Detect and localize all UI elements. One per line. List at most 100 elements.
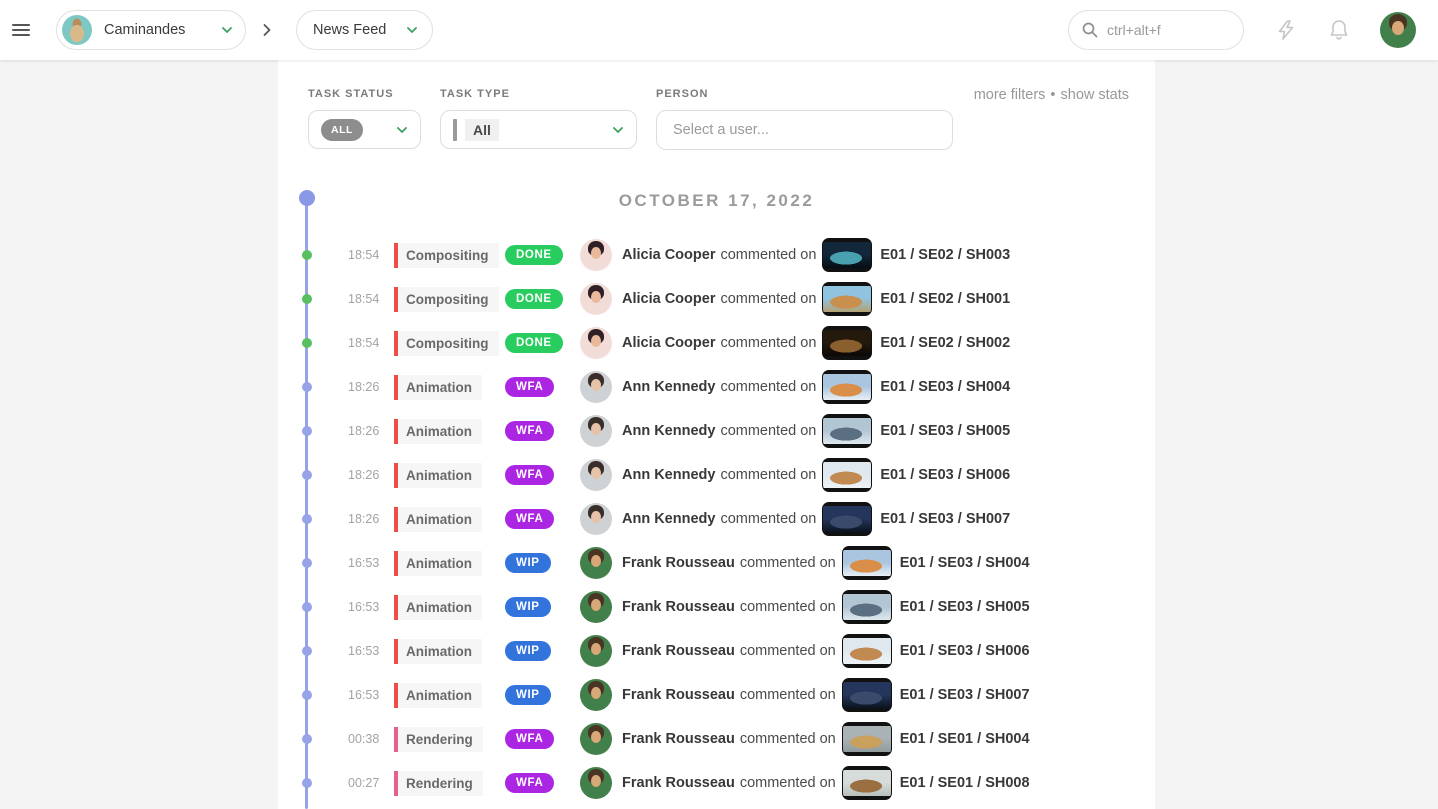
task-type-chip: Animation (394, 594, 482, 620)
entry-time: 18:54 (348, 292, 380, 306)
task-status-value: ALL (321, 118, 363, 141)
task-type-chip: Rendering (394, 770, 483, 796)
menu-icon[interactable] (12, 17, 38, 43)
task-status-label: TASK STATUS (308, 88, 394, 100)
show-stats-link[interactable]: show stats (1060, 87, 1130, 103)
task-type-chip: Animation (394, 550, 482, 576)
news-feed-entry[interactable]: 16:53 Animation WIP Frank Rousseau comme… (278, 585, 1155, 629)
news-feed-entry[interactable]: 16:53 Animation WIP Frank Rousseau comme… (278, 629, 1155, 673)
shot-name[interactable]: E01 / SE03 / SH005 (880, 423, 1011, 439)
shot-name[interactable]: E01 / SE02 / SH003 (880, 247, 1011, 263)
task-status-badge: WFA (505, 773, 555, 793)
news-feed-entry[interactable]: 18:54 Compositing DONE Alicia Cooper com… (278, 277, 1155, 321)
shot-name[interactable]: E01 / SE03 / SH006 (880, 467, 1011, 483)
action-text: commented on (739, 731, 836, 747)
person-name: Frank Rousseau (622, 599, 735, 615)
news-feed-panel: TASK STATUS ALL TASK TYPE All PERSON mor… (278, 60, 1155, 809)
person-avatar (580, 459, 612, 491)
shot-thumbnail[interactable] (822, 414, 873, 448)
date-heading: OCTOBER 17, 2022 (618, 191, 815, 210)
timeline-entry-dot (302, 690, 312, 700)
search-input[interactable] (1107, 22, 1227, 38)
task-type-chip: Compositing (394, 242, 499, 268)
shot-thumbnail[interactable] (841, 590, 892, 624)
entry-time: 16:53 (348, 644, 380, 658)
task-status-filter: TASK STATUS ALL (308, 88, 421, 149)
entry-time: 18:54 (348, 336, 380, 350)
timeline-entry-dot (302, 294, 312, 304)
person-name: Frank Rousseau (622, 555, 735, 571)
shot-name[interactable]: E01 / SE01 / SH004 (899, 731, 1030, 747)
shot-thumbnail[interactable] (841, 722, 892, 756)
shot-thumbnail[interactable] (822, 370, 873, 404)
task-status-badge: DONE (505, 289, 563, 309)
news-feed-entry[interactable]: 18:54 Compositing DONE Alicia Cooper com… (278, 233, 1155, 277)
timeline-entry-dot (302, 602, 312, 612)
person-avatar (580, 371, 612, 403)
task-status-badge: DONE (505, 245, 563, 265)
shot-name[interactable]: E01 / SE02 / SH001 (880, 291, 1011, 307)
news-feed-entry[interactable]: 18:26 Animation WFA Ann Kennedy commente… (278, 365, 1155, 409)
action-text: commented on (739, 643, 836, 659)
notifications-bell-icon[interactable] (1328, 18, 1350, 42)
shot-thumbnail[interactable] (841, 546, 892, 580)
global-search[interactable] (1068, 10, 1244, 50)
shot-thumbnail[interactable] (841, 634, 892, 668)
shortcuts-bolt-icon[interactable] (1274, 18, 1298, 42)
shot-name[interactable]: E01 / SE01 / SH008 (899, 775, 1030, 791)
news-feed-entry[interactable]: 00:38 Rendering WFA Frank Rousseau comme… (278, 717, 1155, 761)
timeline-entry-dot (302, 250, 312, 260)
task-status-badge: WIP (505, 553, 551, 573)
shot-name[interactable]: E01 / SE03 / SH005 (899, 599, 1030, 615)
news-feed-entry[interactable]: 18:26 Animation WFA Ann Kennedy commente… (278, 497, 1155, 541)
action-text: commented on (739, 555, 836, 571)
shot-thumbnail[interactable] (822, 326, 873, 360)
shot-name[interactable]: E01 / SE03 / SH007 (899, 687, 1030, 703)
person-avatar (580, 415, 612, 447)
person-avatar (580, 767, 612, 799)
entry-time: 18:26 (348, 424, 380, 438)
shot-name[interactable]: E01 / SE02 / SH002 (880, 335, 1011, 351)
action-text: commented on (720, 511, 817, 527)
page-selector[interactable]: News Feed (296, 10, 433, 50)
person-input[interactable] (656, 110, 953, 150)
shot-thumbnail[interactable] (841, 678, 892, 712)
news-feed-entry[interactable]: 18:26 Animation WFA Ann Kennedy commente… (278, 409, 1155, 453)
action-text: commented on (720, 423, 817, 439)
timeline-entry-dot (302, 338, 312, 348)
news-feed-entry[interactable]: 00:27 Rendering WFA Frank Rousseau comme… (278, 761, 1155, 805)
more-filters-link[interactable]: more filters (973, 87, 1046, 103)
shot-name[interactable]: E01 / SE03 / SH004 (880, 379, 1011, 395)
user-avatar[interactable] (1380, 12, 1416, 48)
shot-thumbnail[interactable] (841, 766, 892, 800)
news-feed-entry[interactable]: 16:53 Animation WIP Frank Rousseau comme… (278, 541, 1155, 585)
shot-name[interactable]: E01 / SE03 / SH006 (899, 643, 1030, 659)
shot-thumbnail[interactable] (822, 282, 873, 316)
news-feed-entry[interactable]: 18:54 Compositing DONE Alicia Cooper com… (278, 321, 1155, 365)
news-feed-entry[interactable]: 16:53 Animation WIP Frank Rousseau comme… (278, 673, 1155, 717)
shot-name[interactable]: E01 / SE03 / SH004 (899, 555, 1030, 571)
task-type-chip: Animation (394, 418, 482, 444)
entry-time: 16:53 (348, 556, 380, 570)
entry-time: 18:26 (348, 512, 380, 526)
task-status-badge: DONE (505, 333, 563, 353)
production-selector[interactable]: Caminandes (56, 10, 246, 50)
shot-thumbnail[interactable] (822, 458, 873, 492)
production-name: Caminandes (104, 22, 186, 38)
task-status-dropdown[interactable]: ALL (308, 110, 421, 149)
person-avatar (580, 327, 612, 359)
person-name: Frank Rousseau (622, 731, 735, 747)
shot-name[interactable]: E01 / SE03 / SH007 (880, 511, 1011, 527)
task-type-value: All (465, 118, 499, 141)
top-bar: Caminandes News Feed (0, 0, 1438, 60)
task-type-dropdown[interactable]: All (440, 110, 637, 149)
task-type-color-bar (453, 118, 457, 141)
shot-thumbnail[interactable] (822, 238, 873, 272)
shot-thumbnail[interactable] (822, 502, 873, 536)
person-avatar (580, 679, 612, 711)
person-name: Frank Rousseau (622, 687, 735, 703)
news-feed-entry[interactable]: 18:26 Animation WFA Ann Kennedy commente… (278, 453, 1155, 497)
breadcrumb-chevron-icon (262, 23, 272, 37)
task-type-chip: Compositing (394, 330, 499, 356)
person-avatar (580, 503, 612, 535)
